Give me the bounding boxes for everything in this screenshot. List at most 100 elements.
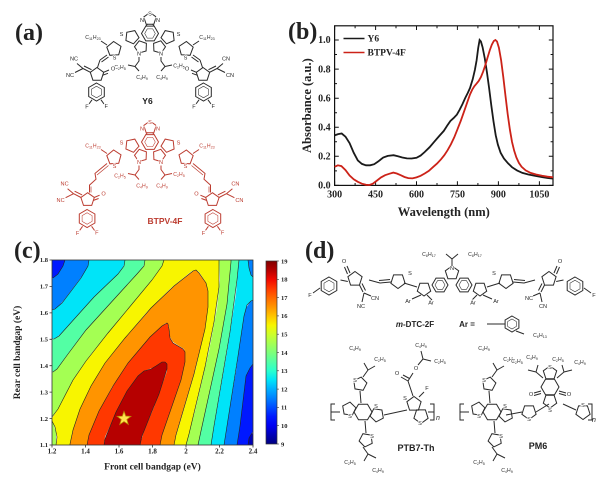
svg-text:C4H9: C4H9 (349, 346, 361, 352)
svg-text:C11H23: C11H23 (199, 35, 214, 41)
svg-text:C4H9: C4H9 (372, 468, 384, 474)
svg-text:NC: NC (525, 296, 533, 302)
svg-text:F: F (592, 293, 596, 299)
svg-text:C4H9: C4H9 (415, 343, 427, 349)
svg-text:C4H9: C4H9 (478, 346, 490, 352)
svg-text:2: 2 (184, 448, 188, 456)
svg-text:O: O (101, 192, 106, 198)
svg-text:S: S (184, 56, 188, 62)
svg-text:N: N (156, 18, 160, 24)
svg-text:O: O (567, 392, 572, 398)
svg-text:PTB7-Th: PTB7-Th (398, 443, 435, 453)
svg-text:0.8: 0.8 (318, 64, 331, 75)
svg-text:12: 12 (281, 386, 288, 393)
svg-text:C2H5: C2H5 (114, 65, 126, 71)
svg-text:O: O (185, 67, 190, 73)
svg-text:CN: CN (371, 296, 379, 302)
svg-text:CN: CN (226, 73, 234, 79)
svg-text:C2H5: C2H5 (503, 357, 515, 363)
svg-text:Wavelength (nm): Wavelength (nm) (398, 205, 490, 219)
svg-text:m-DTC-2F: m-DTC-2F (396, 320, 434, 329)
svg-text:18: 18 (281, 277, 288, 284)
svg-text:F: F (211, 104, 215, 110)
svg-text:F: F (85, 105, 89, 111)
svg-text:Rear cell bandgap (eV): Rear cell bandgap (eV) (12, 306, 23, 400)
svg-text:S: S (353, 378, 357, 384)
svg-text:C2H5: C2H5 (173, 64, 185, 70)
svg-text:0.6: 0.6 (318, 93, 331, 104)
svg-text:S: S (527, 417, 531, 423)
svg-text:S: S (120, 141, 124, 147)
svg-text:0.2: 0.2 (318, 152, 331, 163)
svg-text:Absorbance (a.u.): Absorbance (a.u.) (300, 58, 314, 153)
svg-text:O: O (111, 67, 116, 73)
svg-text:600: 600 (409, 190, 424, 201)
svg-text:C4H9: C4H9 (136, 184, 148, 190)
svg-text:16: 16 (281, 313, 288, 320)
svg-text:NC: NC (61, 182, 69, 188)
svg-text:C11H23: C11H23 (85, 144, 100, 150)
svg-text:O: O (414, 366, 419, 372)
svg-text:F: F (76, 231, 80, 237)
svg-text:C2H5: C2H5 (434, 359, 446, 365)
svg-text:CN: CN (235, 198, 243, 204)
svg-text:S: S (113, 164, 117, 170)
svg-text:C4H9: C4H9 (156, 184, 168, 190)
svg-text:n: n (592, 417, 596, 424)
svg-text:F: F (308, 293, 312, 299)
svg-text:C2H5: C2H5 (374, 357, 386, 363)
svg-text:450: 450 (368, 190, 383, 201)
svg-text:2.4: 2.4 (249, 448, 258, 456)
svg-text:(d): (d) (305, 238, 334, 264)
svg-text:1.5: 1.5 (40, 336, 49, 343)
svg-text:C4H9: C4H9 (501, 468, 513, 474)
svg-text:Ar: Ar (493, 299, 499, 305)
svg-text:O: O (558, 259, 563, 265)
svg-text:S: S (177, 32, 181, 38)
svg-text:1.3: 1.3 (40, 389, 49, 396)
svg-text:10: 10 (281, 423, 288, 430)
svg-text:17: 17 (281, 295, 288, 302)
svg-text:S: S (499, 434, 503, 440)
svg-text:N: N (159, 52, 163, 58)
svg-text:S: S (581, 403, 585, 409)
svg-text:C2H5: C2H5 (173, 172, 185, 178)
svg-text:C11H23: C11H23 (85, 35, 100, 41)
svg-text:1.8: 1.8 (148, 448, 157, 456)
svg-text:S: S (408, 271, 412, 277)
svg-text:NC: NC (57, 198, 65, 204)
svg-text:N: N (450, 266, 454, 272)
svg-text:NC: NC (70, 57, 78, 63)
svg-text:S: S (477, 414, 481, 420)
svg-text:C4H9: C4H9 (156, 75, 168, 81)
svg-text:1.7: 1.7 (40, 284, 49, 291)
svg-text:15: 15 (281, 332, 288, 339)
svg-text:N: N (137, 52, 141, 58)
svg-text:Ar =: Ar = (459, 320, 475, 329)
svg-text:C6H13: C6H13 (533, 333, 547, 339)
svg-text:F: F (192, 105, 196, 111)
svg-text:S: S (348, 414, 352, 420)
svg-text:N: N (140, 18, 144, 24)
svg-text:Y6: Y6 (142, 96, 153, 106)
svg-text:C8H17: C8H17 (468, 252, 482, 258)
svg-text:1.0: 1.0 (318, 35, 331, 46)
svg-text:S: S (184, 164, 188, 170)
svg-text:S: S (482, 378, 486, 384)
svg-text:NC: NC (357, 304, 365, 310)
svg-text:S: S (492, 271, 496, 277)
svg-text:Ar: Ar (470, 301, 476, 307)
svg-text:Ar: Ar (405, 299, 411, 305)
svg-text:Y6: Y6 (368, 35, 380, 45)
svg-text:F: F (221, 231, 225, 237)
svg-text:F: F (202, 231, 206, 237)
svg-text:13: 13 (281, 368, 288, 375)
svg-text:N: N (159, 160, 163, 166)
svg-text:C4H9: C4H9 (574, 360, 586, 366)
svg-text:0.4: 0.4 (318, 122, 331, 133)
svg-text:300: 300 (327, 190, 342, 201)
svg-text:PM6: PM6 (529, 441, 548, 451)
svg-text:O: O (342, 259, 347, 265)
svg-text:S: S (503, 404, 507, 410)
svg-text:N: N (137, 160, 141, 166)
